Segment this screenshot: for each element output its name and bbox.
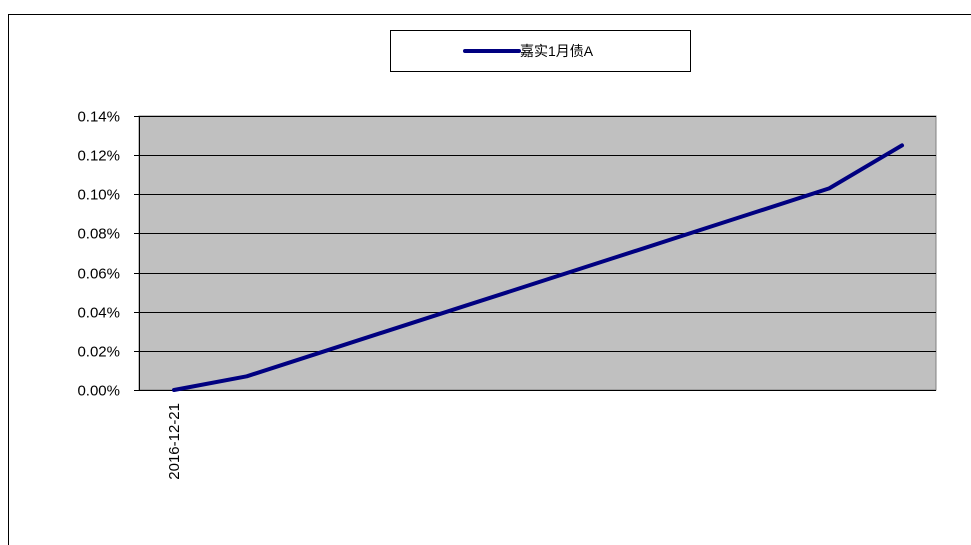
series <box>172 143 904 392</box>
y-tick-label: 0.08% <box>77 226 120 243</box>
legend-box <box>390 30 691 72</box>
y-axis-ticks: 0.00% 0.02% 0.04% 0.06% 0.08% 0.10% 0.12% 0.14% <box>77 109 139 400</box>
legend: 嘉实1月债A <box>390 30 691 72</box>
y-tick-label: 0.06% <box>77 266 120 283</box>
y-tick-label: 0.00% <box>77 383 120 400</box>
y-tick-label: 0.10% <box>77 187 120 204</box>
y-tick-label: 0.04% <box>77 305 120 322</box>
y-tick-label: 0.02% <box>77 344 120 361</box>
plot-area <box>138 115 937 391</box>
series-line <box>172 143 904 392</box>
y-tick-label: 0.12% <box>77 148 120 165</box>
x-tick-label: 2016-12-21 <box>166 403 183 480</box>
legend-label: 嘉实1月债A <box>520 43 594 59</box>
x-axis-ticks: 2016-12-21 <box>166 403 183 480</box>
gridlines <box>139 116 936 352</box>
axes <box>139 116 936 391</box>
y-tick-label: 0.14% <box>77 109 120 126</box>
